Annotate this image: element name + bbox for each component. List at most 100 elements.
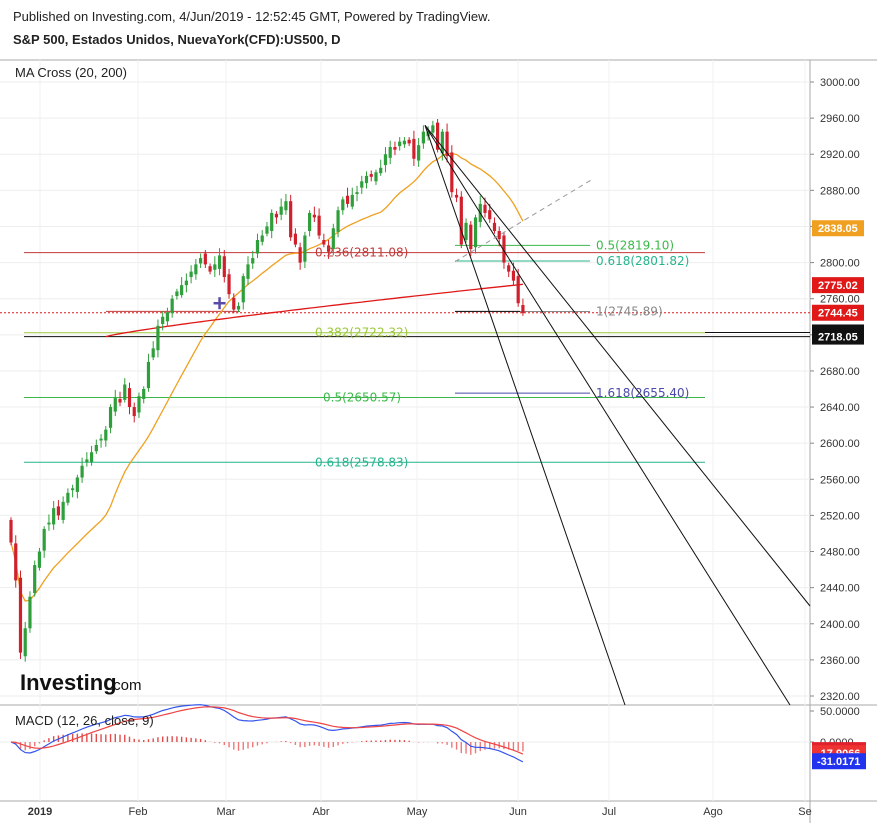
candle-body [436, 122, 440, 150]
fib-level-label: 0.236(2811.08) [315, 246, 408, 260]
ma20-line [10, 152, 524, 602]
candle-body [14, 543, 18, 581]
candle-body [66, 492, 70, 503]
candle-body [18, 577, 23, 653]
candle-body [454, 194, 459, 198]
candle-body [265, 226, 269, 234]
candle-body [80, 465, 84, 478]
candle-body [431, 125, 435, 133]
candle-body [203, 253, 207, 265]
fibonacci-retracement[interactable] [0, 244, 810, 463]
price-tag-bg [812, 328, 864, 345]
candle-body [189, 271, 193, 278]
candle-body [350, 194, 354, 207]
y-tick-label: 2920.00 [820, 149, 860, 161]
logo-brand: Investing [20, 670, 117, 695]
x-tick-label: Jun [509, 806, 527, 818]
y-tick-label: 2320.00 [820, 691, 860, 703]
candle-body [312, 214, 316, 218]
candle-body [450, 152, 454, 193]
chart-title: S&P 500, Estados Unidos, NuevaYork(CFD):… [13, 32, 341, 47]
candle-body [146, 361, 151, 389]
y-tick-label: 2640.00 [820, 402, 860, 414]
candle-body [341, 199, 345, 211]
candle-body [445, 131, 449, 157]
y-tick-label: 2960.00 [820, 113, 860, 125]
x-tick-label: May [407, 806, 428, 818]
moving-averages [10, 152, 524, 602]
fan-line [424, 125, 626, 706]
candle-body [52, 508, 56, 525]
x-tick-label: Ago [703, 806, 723, 818]
y-tick-label: 2760.00 [820, 294, 860, 306]
candle-body [507, 265, 511, 272]
y-tick-label: 2880.00 [820, 185, 860, 197]
macd-tick-label: 50.0000 [820, 706, 860, 718]
candle-body [241, 276, 245, 303]
price-tag-label: 2775.02 [818, 280, 858, 292]
y-tick-label: 2600.00 [820, 438, 860, 450]
y-tick-label: 2400.00 [820, 619, 860, 631]
candle-body [127, 388, 132, 408]
candle-body [33, 565, 37, 594]
candle-body [47, 522, 51, 525]
candle-body [317, 215, 321, 236]
candle-body [9, 519, 13, 543]
price-tag-label: 2744.45 [818, 308, 858, 320]
candle-body [374, 172, 378, 182]
candle-body [104, 429, 108, 441]
price-axis: 3000.002960.002920.002880.002840.002800.… [810, 77, 860, 703]
candle-body [227, 274, 231, 295]
y-tick-label: 2520.00 [820, 510, 860, 522]
candle-body [421, 131, 425, 144]
x-tick-label: 2019 [28, 806, 52, 818]
candle-body [331, 228, 335, 250]
signal-line [10, 706, 524, 755]
candle-body [369, 174, 373, 177]
y-tick-label: 2680.00 [820, 366, 860, 378]
candle-body [123, 384, 127, 400]
candle-body [502, 235, 506, 263]
candle-body [37, 551, 42, 568]
candle-body [511, 270, 516, 281]
gann-fan-lines[interactable] [424, 125, 811, 706]
candle-body [213, 264, 217, 270]
price-tag-bg [812, 277, 864, 294]
fib-level-label: 1.618(2655.40) [596, 386, 689, 400]
x-tick-label: Feb [129, 806, 148, 818]
candle-body [236, 305, 241, 310]
candle-body [360, 181, 364, 188]
candle-body [326, 245, 331, 252]
macd-tag-label: -31.0171 [817, 756, 860, 768]
candle-body [492, 222, 497, 231]
candle-body [497, 230, 501, 240]
candle-body [440, 131, 444, 154]
candle-body [161, 316, 165, 324]
candle-body [61, 501, 65, 520]
macd-line [10, 704, 524, 763]
price-tag-label: 2838.05 [818, 223, 858, 235]
candle-body [293, 233, 297, 245]
candle-body [298, 247, 302, 263]
candle-body [251, 258, 255, 264]
candle-body [175, 291, 179, 296]
candle-body [99, 438, 103, 441]
candle-body [270, 212, 274, 231]
fib-level-label: 0.5(2650.57) [323, 391, 401, 405]
candle-body [289, 201, 293, 238]
candle-body [137, 396, 141, 413]
candle-body [255, 240, 260, 254]
candle-body [222, 256, 226, 278]
fib-level-label: 0.5(2819.10) [596, 238, 674, 252]
ma200-line [105, 283, 523, 338]
candle-body [260, 235, 264, 242]
y-tick-label: 3000.00 [820, 77, 860, 89]
candle-body [23, 628, 27, 657]
x-tick-label: Abr [312, 806, 329, 818]
investing-logo: Investing .com [20, 670, 142, 695]
candle-body [180, 285, 184, 296]
candle-body [85, 459, 89, 463]
x-tick-label: Jul [602, 806, 616, 818]
fib-level-label: 0.618(2578.83) [315, 455, 408, 469]
